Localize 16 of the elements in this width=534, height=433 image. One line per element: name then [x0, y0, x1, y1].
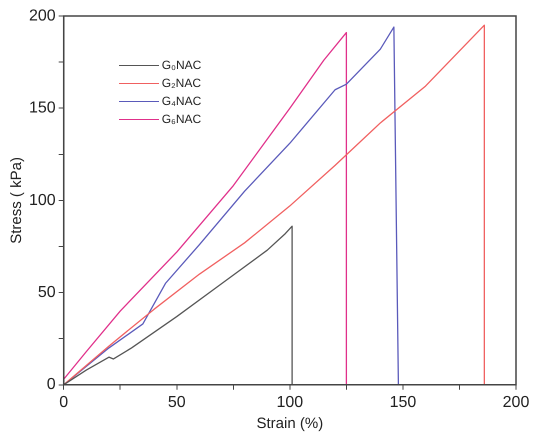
legend-label: G₂NAC: [162, 76, 202, 90]
y-tick-label: 0: [46, 376, 56, 394]
legend-label: G₆NAC: [162, 112, 202, 126]
x-tick-label: 200: [502, 394, 530, 411]
legend-label: G₄NAC: [162, 94, 202, 108]
y-tick-label: 150: [28, 100, 56, 117]
legend-label: G₀NAC: [162, 58, 202, 72]
x-tick-label: 100: [276, 394, 304, 411]
x-tick-label: 0: [59, 394, 68, 411]
x-tick-label: 150: [390, 394, 416, 411]
x-tick-label: 50: [168, 394, 186, 411]
y-axis-title: Stress ( kPa): [8, 157, 26, 244]
y-tick-label: 200: [28, 7, 56, 24]
y-tick-label: 100: [28, 192, 56, 209]
x-axis-title: Strain (%): [256, 415, 324, 432]
y-tick-label: 50: [38, 284, 56, 302]
